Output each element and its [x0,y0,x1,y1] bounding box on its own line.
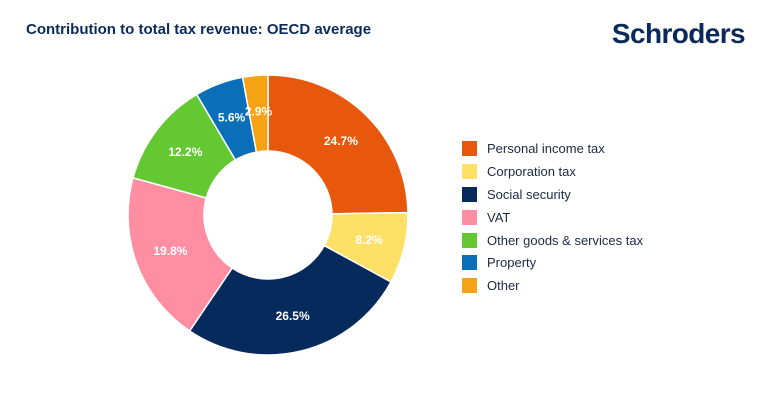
slice-other [241,74,269,153]
slice-label-property: 5.6% [218,111,246,125]
legend-item-personal-income-tax: Personal income tax [462,137,643,160]
slice-label-vat: 19.8% [153,244,187,258]
legend-label: Personal income tax [487,140,605,156]
legend-item-vat: VAT [462,206,643,229]
slice-label-corporation-tax: 8.2% [355,233,383,247]
legend-label: VAT [487,209,511,225]
legend-item-other: Other [462,274,643,297]
legend-item-corporation-tax: Corporation tax [462,160,643,183]
legend-label: Property [487,255,537,271]
slice-label-other: 2.9% [245,104,273,118]
legend-label: Corporation tax [487,163,576,179]
legend-item-other-goods-and-services-tax: Other goods & services tax [462,229,643,252]
legend-swatch [462,140,477,156]
chart-title: Contribution to total tax revenue: OECD … [26,21,372,38]
schroders-logo: Schroders [611,18,746,49]
chart-legend: Personal income tax Corporation tax Social… [462,137,643,297]
slice-label-personal-income-tax: 24.7% [324,134,358,148]
legend-label: Social security [487,186,571,202]
legend-swatch [462,186,477,202]
legend-label: Other [487,278,520,294]
legend-item-property: Property [462,251,643,274]
legend-item-social-security: Social security [462,183,643,206]
legend-swatch [462,209,477,225]
slice-label-other-goods-and-services-tax: 12.2% [168,145,202,159]
slice-vat [127,176,234,333]
slice-personal-income-tax [267,74,409,215]
legend-label: Other goods & services tax [487,232,644,248]
legend-swatch [462,255,477,271]
legend-swatch [462,232,477,248]
legend-swatch [462,163,477,179]
slice-social-security [188,244,392,356]
slice-label-social-security: 26.5% [276,309,310,323]
legend-swatch [462,278,477,294]
